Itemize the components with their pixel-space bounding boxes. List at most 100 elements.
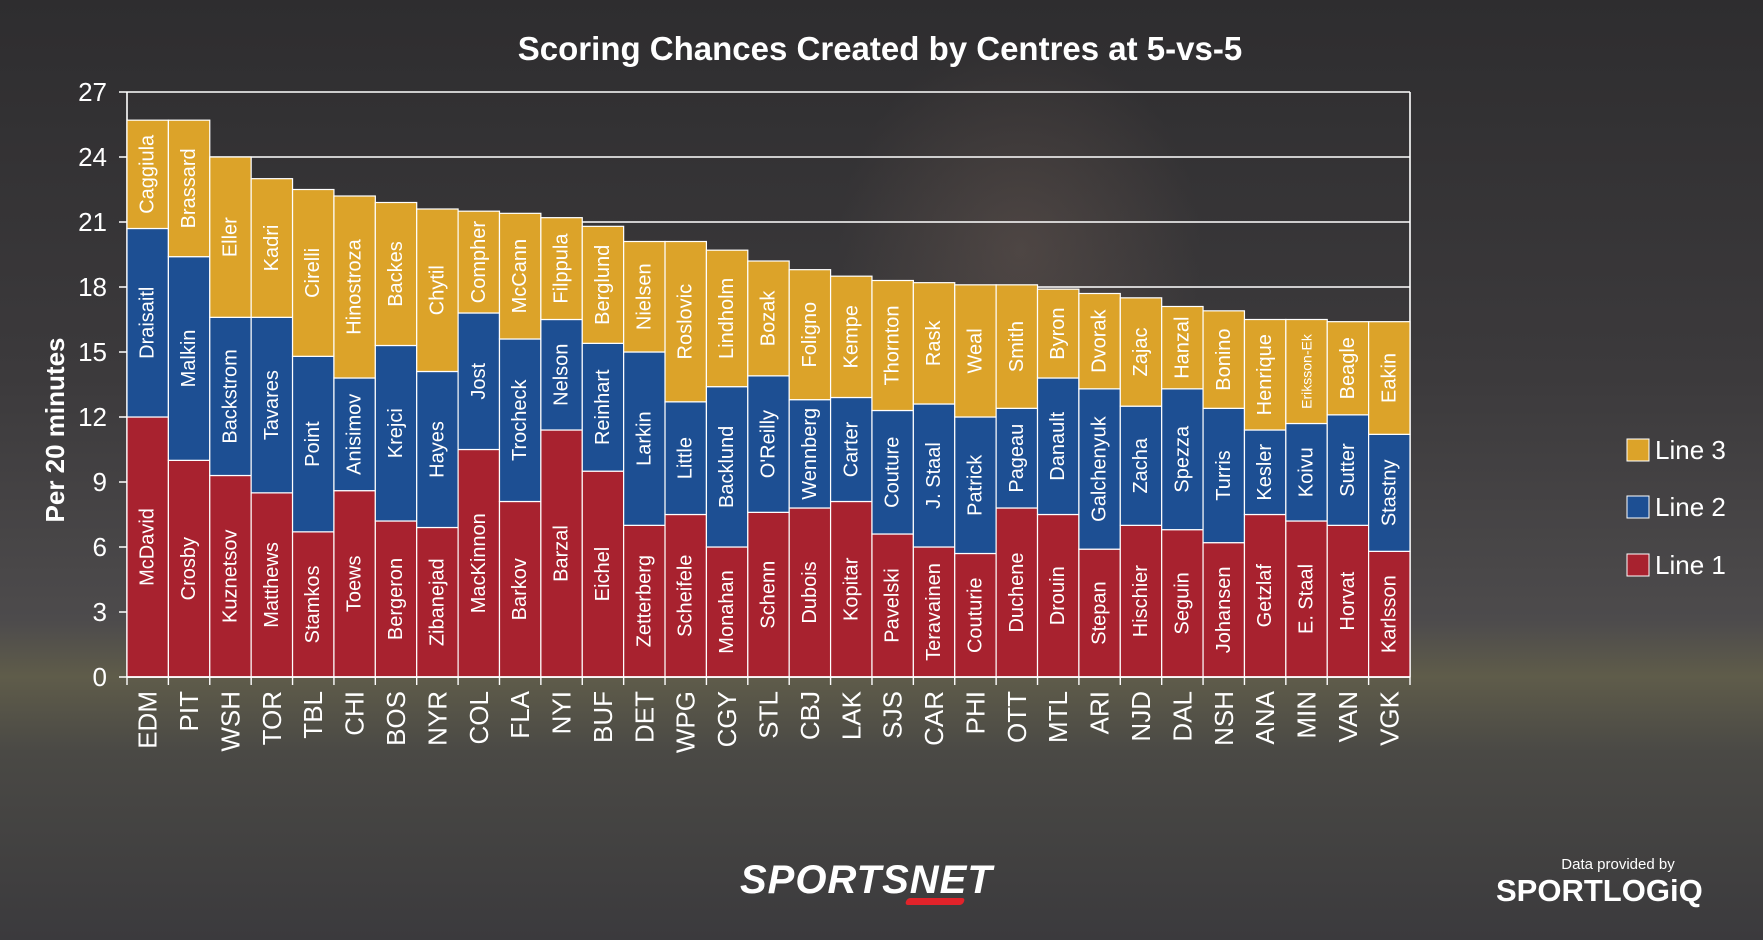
bar-segment-line-1 [1119,524,1163,678]
legend-swatch [1626,553,1650,577]
x-tick-label: ANA [1250,690,1280,744]
legend-swatch [1626,495,1650,519]
player-label: Nelson [551,344,573,406]
player-label: Barkov [509,558,531,620]
player-label: Karlsson [1378,575,1400,653]
bar-segment-line-1 [829,500,873,678]
bar-segment-line-3 [912,282,956,405]
player-label: Chytil [426,265,448,315]
player-label: Bergeron [385,558,407,640]
player-label: Nielsen [633,263,655,330]
bar-segment-line-2 [1161,388,1204,531]
player-label: Backes [385,241,407,307]
player-label: Foligno [799,302,821,368]
player-label: Getzlaf [1254,564,1276,628]
bar-segment-line-3 [871,279,914,412]
player-label: Dvorak [1089,308,1111,372]
x-tick-label: NYI [547,691,577,734]
legend-label: Line 1 [1655,550,1726,580]
bar-segment-line-1 [250,492,294,678]
bar-segment-line-1 [1078,548,1121,678]
bar-segment-line-3 [498,212,542,340]
player-label: Little [675,437,697,479]
player-label: Malkin [178,330,200,388]
y-tick-label: 3 [93,597,107,627]
player-label: Backlund [716,426,738,508]
player-label: Backstrom [219,349,241,443]
player-label: Eriksson-Ek [1299,333,1315,409]
x-tick-label: SJS [878,691,908,739]
player-label: Pavelski [882,568,904,642]
bar-segment-line-2 [1368,433,1411,552]
y-axis-label: Per 20 minutes [40,338,70,523]
x-tick-label: OTT [1002,691,1032,743]
bar-segment-line-2 [250,316,294,494]
player-label: Matthews [261,542,283,628]
player-label: Eller [219,217,241,257]
player-label: Couture [882,437,904,508]
player-label: Hayes [426,421,448,478]
player-label: O'Reilly [758,410,780,478]
player-label: Berglund [592,245,614,325]
stacked-bars [126,119,1411,678]
segment-labels: McDavid Draisaitl Caggiula Crosby Malkin Bras… [137,134,1401,661]
y-tick-label: 21 [78,207,107,237]
player-label: Danault [1047,411,1069,480]
bar-segment-line-3 [995,284,1039,409]
bar-segment-line-1 [664,513,708,678]
player-label: Zacha [1130,437,1152,493]
player-label: Couturie [964,577,986,653]
y-tick-label: 12 [78,402,107,432]
x-tick-label: DET [629,691,659,743]
player-label: Cirelli [302,248,324,298]
player-label: J. Staal [923,442,945,509]
x-axis-ticks: EDM PIT WSH TOR TBL CHI BOS NYR COL FLA NYI BUF DET W… [126,676,1411,753]
x-tick-label: MIN [1292,691,1322,739]
bar-segment-line-2 [788,399,832,509]
bar-segment-line-3 [1078,292,1121,390]
x-tick-label: DAL [1167,691,1197,742]
x-tick-label: CBJ [795,691,825,740]
player-label: Bozak [758,290,780,347]
player-label: Draisaitl [137,287,159,359]
bar-segment-line-3 [374,201,418,347]
x-tick-label: CAR [919,691,949,746]
player-label: Kadri [261,225,283,272]
player-label: Bonino [1213,328,1235,390]
x-tick-label: TBL [298,691,328,739]
bar-segment-line-3 [457,210,501,314]
player-label: McDavid [137,508,159,586]
x-tick-label: WSH [215,691,245,752]
bar-segment-line-1 [954,552,997,678]
bar-segment-line-3 [1285,318,1328,425]
logo-swoosh-icon [904,898,966,905]
bar-segment-line-3 [1119,297,1163,407]
x-tick-label: PIT [174,691,204,732]
x-tick-label: VGK [1374,690,1404,746]
x-tick-label: CHI [340,691,370,736]
legend-swatch [1626,438,1650,462]
player-label: Patrick [964,454,986,516]
bar-segment-line-1 [1368,550,1411,678]
bar-segment-line-2 [498,338,542,503]
bar-segment-line-1 [126,416,169,678]
bar-segment-line-3 [954,284,997,418]
player-label: Smith [1006,321,1028,372]
bar-segment-line-2 [291,355,335,533]
bar-segment-line-2 [705,386,749,548]
player-label: Hischier [1130,565,1152,638]
player-label: Zibanejad [426,558,448,646]
player-label: Compher [468,221,490,304]
player-label: Eichel [592,547,614,601]
player-label: Kuznetsov [219,530,241,623]
player-label: Teravainen [923,563,945,661]
player-label: McCann [509,239,531,313]
player-label: Crosby [178,537,200,600]
player-label: Dubois [799,561,821,623]
player-label: Krejci [385,408,407,458]
x-tick-label: NJD [1126,691,1156,742]
bar-segment-line-2 [623,351,666,526]
y-tick-label: 24 [78,142,107,172]
x-tick-label: MTL [1043,691,1073,743]
